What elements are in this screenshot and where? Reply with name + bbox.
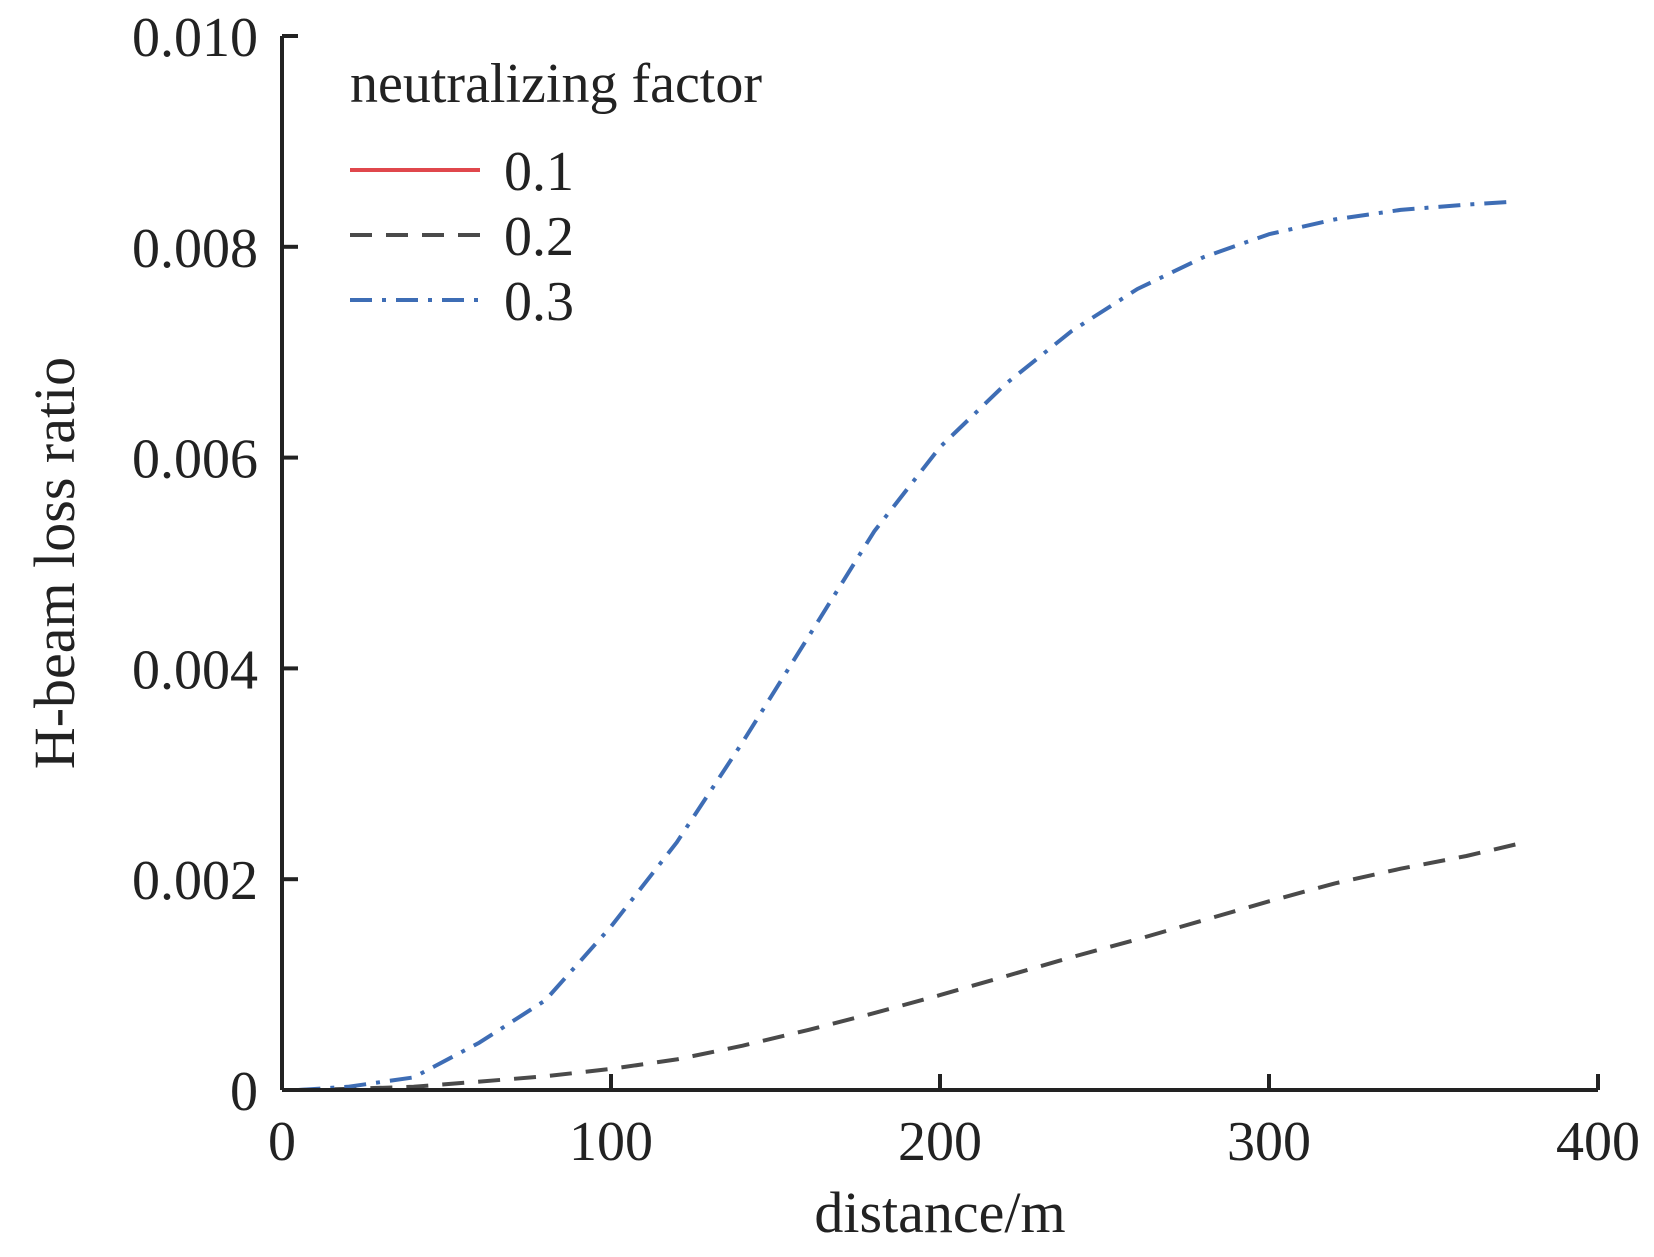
x-tick-label: 400 bbox=[1556, 1111, 1640, 1173]
legend-label-2: 0.2 bbox=[504, 206, 574, 268]
y-tick-label: 0.008 bbox=[132, 218, 258, 280]
x-tick-label: 200 bbox=[898, 1111, 982, 1173]
legend: neutralizing factor 0.10.20.3 bbox=[350, 53, 762, 333]
x-tick-label: 100 bbox=[569, 1111, 653, 1173]
y-tick-label: 0.002 bbox=[132, 850, 258, 912]
legend-label-1: 0.1 bbox=[504, 141, 574, 203]
x-axis-ticks: 0 100 200 300 400 bbox=[268, 1074, 1640, 1173]
series-line-3 bbox=[298, 199, 1516, 1092]
y-tick-label: 0 bbox=[230, 1061, 258, 1123]
y-tick-label: 0.006 bbox=[132, 429, 258, 491]
axes bbox=[280, 36, 1598, 1092]
legend-title: neutralizing factor bbox=[350, 53, 762, 115]
y-axis-title: H-beam loss ratio bbox=[22, 357, 87, 769]
y-tick-label: 0.004 bbox=[132, 639, 258, 701]
y-axis-ticks: 0 0.002 0.004 0.006 0.008 0.010 bbox=[132, 7, 298, 1123]
series-line-2 bbox=[298, 842, 1517, 1092]
legend-label-3: 0.3 bbox=[504, 271, 574, 333]
series-layer bbox=[298, 199, 1517, 1092]
x-axis-title: distance/m bbox=[814, 1180, 1065, 1245]
x-tick-label: 300 bbox=[1227, 1111, 1311, 1173]
x-tick-label: 0 bbox=[268, 1111, 296, 1173]
y-tick-label: 0.010 bbox=[132, 7, 258, 69]
